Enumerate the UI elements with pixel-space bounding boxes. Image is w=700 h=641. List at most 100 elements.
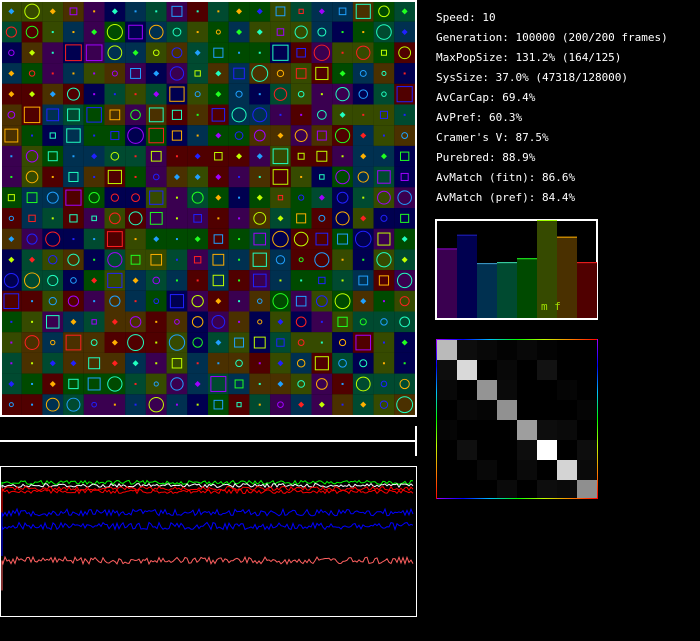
grid-cell (290, 187, 312, 209)
individual-dot (300, 279, 303, 282)
individual-circle (272, 293, 289, 310)
individual-circle (3, 272, 19, 288)
population-grid[interactable] (0, 0, 417, 417)
individual-circle (26, 233, 38, 245)
grid-cell (332, 332, 353, 353)
individual-dot (382, 300, 385, 303)
bar-top (477, 263, 497, 265)
individual-circle (8, 49, 15, 56)
individual-dot (300, 175, 303, 178)
individual-dot (93, 300, 96, 303)
individual-dot (93, 134, 96, 137)
individual-circle (376, 252, 392, 268)
individual-square (46, 108, 60, 122)
individual-square (316, 130, 327, 141)
individual-dot (51, 217, 54, 220)
individual-diamond (194, 173, 201, 180)
individual-dot (51, 51, 54, 54)
individual-diamond (277, 380, 284, 387)
grid-cell (373, 228, 395, 250)
individual-dot (31, 362, 34, 365)
grid-cell (373, 104, 395, 126)
individual-circle (251, 65, 269, 82)
individual-circle (253, 211, 267, 225)
individual-circle (88, 192, 100, 204)
grid-cell (332, 1, 353, 22)
individual-dot (320, 320, 323, 323)
grid-cell (145, 187, 167, 209)
individual-circle (50, 339, 56, 346)
individual-square (87, 377, 101, 391)
bar (537, 220, 557, 318)
individual-circle (191, 316, 204, 328)
individual-square (169, 86, 185, 102)
individual-dot (382, 341, 385, 344)
stat-generation: Generation: 100000 (200/200 frames) (436, 31, 668, 44)
grid-cell (42, 249, 64, 271)
history-plot (0, 466, 417, 617)
individual-dot (341, 279, 344, 282)
individual-circle (358, 89, 369, 99)
individual-circle (296, 359, 306, 368)
individual-dot (258, 382, 261, 385)
grid-cell (104, 208, 126, 229)
matrix-cell (557, 380, 577, 400)
individual-square (272, 44, 289, 61)
grid-cell (311, 145, 333, 167)
individual-square (319, 174, 325, 180)
matrix-cell (557, 400, 577, 420)
individual-square (295, 295, 307, 307)
grid-cell (125, 187, 146, 209)
individual-circle (109, 212, 121, 225)
individual-dot (362, 113, 365, 116)
individual-circle (335, 211, 350, 226)
grid-cell (166, 373, 188, 395)
grid-cell (42, 394, 64, 416)
individual-circle (5, 26, 17, 38)
matrix-cell (497, 360, 517, 380)
individual-circle (313, 44, 331, 61)
history-line (1, 507, 414, 543)
individual-dot (382, 134, 385, 137)
individual-dot (51, 31, 54, 34)
matrix-cell (457, 420, 477, 440)
individual-dot (258, 175, 261, 178)
individual-dot (10, 155, 13, 158)
individual-diamond (360, 153, 367, 160)
grid-cell (290, 63, 312, 84)
individual-dot (341, 382, 344, 385)
matrix-cell (557, 360, 577, 380)
grid-cell (104, 228, 126, 250)
individual-square (65, 189, 82, 206)
grid-cell (21, 63, 43, 84)
individual-dot (134, 382, 137, 385)
individual-circle (401, 132, 409, 139)
grid-cell (311, 270, 333, 291)
matrix-cell (477, 360, 497, 380)
matrix-cell (477, 480, 497, 499)
grid-cell (228, 83, 250, 105)
matrix-cell (457, 460, 477, 480)
individual-dot (175, 403, 178, 406)
matrix-cell (457, 360, 477, 380)
grid-cell (166, 352, 188, 374)
grid-cell (249, 208, 271, 229)
matrix-cell (517, 480, 537, 499)
individual-dot (279, 113, 282, 116)
individual-circle (152, 276, 161, 285)
matrix-cell (577, 440, 597, 460)
individual-dot (31, 382, 34, 385)
bar-chart-label: m f (541, 300, 561, 313)
grid-cell (270, 187, 291, 209)
stat-maxpopsize: MaxPopSize: 131.2% (164/125) (436, 51, 622, 64)
individual-square (358, 275, 369, 286)
grid-cell (373, 208, 395, 229)
grid-cell (270, 42, 291, 64)
individual-dot (93, 175, 96, 178)
individual-square (213, 399, 224, 410)
grid-cell (290, 352, 312, 374)
individual-circle (275, 255, 286, 265)
grid-cell (166, 311, 188, 333)
individual-diamond (29, 91, 36, 98)
grid-cell (373, 394, 395, 416)
